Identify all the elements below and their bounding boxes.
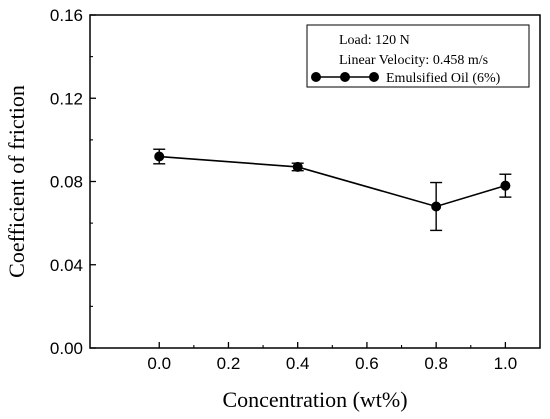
y-axis-ticks: 0.00 0.04 0.08 0.12 0.16 [50, 6, 96, 358]
x-tick-label: 0.4 [286, 354, 310, 373]
legend-series-label: Emulsified Oil (6%) [386, 71, 501, 86]
data-point [431, 201, 442, 212]
legend-note-velocity: Linear Velocity: 0.458 m/s [339, 53, 488, 68]
x-tick-label: 0.8 [424, 354, 448, 373]
x-tick-label: 0.2 [217, 354, 241, 373]
y-tick-label: 0.12 [50, 89, 83, 108]
legend-note-load: Load: 120 N [339, 33, 410, 48]
x-tick-label: 0.0 [147, 354, 171, 373]
y-tick-label: 0.04 [50, 256, 83, 275]
data-point [500, 180, 511, 191]
data-point [154, 151, 165, 162]
y-tick-label: 0.00 [50, 339, 83, 358]
series-layer [153, 148, 512, 232]
legend-marker-3 [369, 72, 379, 82]
legend-marker-1 [311, 72, 321, 82]
legend: Load: 120 N Linear Velocity: 0.458 m/s E… [306, 24, 530, 88]
legend-marker-2 [340, 72, 350, 82]
series-line [159, 155, 506, 208]
x-tick-label: 1.0 [494, 354, 518, 373]
legend-box [306, 24, 530, 88]
x-axis-title: Concentration (wt%) [222, 387, 407, 412]
x-tick-label: 0.6 [355, 354, 379, 373]
data-point [292, 161, 303, 172]
y-tick-label: 0.08 [50, 173, 83, 192]
y-tick-label: 0.16 [50, 6, 83, 25]
y-axis-title: Coefficient of friction [4, 85, 29, 278]
x-axis-ticks: 0.0 0.2 0.4 0.6 0.8 1.0 [147, 342, 517, 373]
